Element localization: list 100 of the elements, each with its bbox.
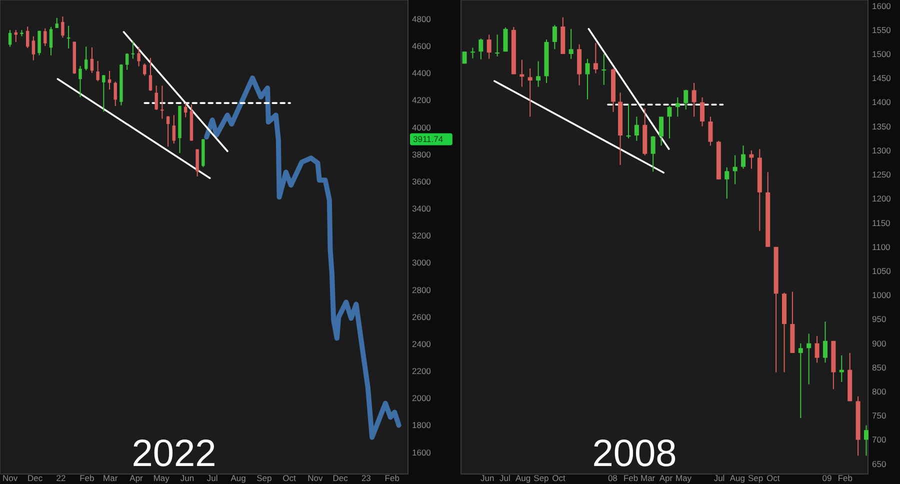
x-tick-label: Feb [384, 473, 400, 483]
candlestick [814, 336, 820, 364]
y-tick-label: 1400 [872, 97, 892, 108]
x-tick-label: May [676, 473, 692, 483]
y-tick-label: 800 [872, 386, 886, 397]
candlestick [166, 116, 170, 148]
candlestick [61, 16, 64, 38]
candlestick [684, 89, 688, 110]
candlestick [528, 68, 532, 118]
candlestick [26, 26, 30, 49]
x-tick-label: Aug [516, 473, 531, 483]
candlestick [196, 148, 199, 177]
y-tick-label: 650 [872, 458, 886, 469]
x-tick-label: Oct [282, 473, 297, 483]
candlestick [478, 38, 484, 60]
candlestick [700, 96, 705, 127]
candlestick [84, 46, 88, 71]
y-tick-label: 850 [872, 362, 886, 372]
y-tick-label: 1050 [872, 266, 892, 276]
candlestick [131, 40, 135, 60]
candlestick [8, 30, 12, 48]
candlestick [650, 135, 656, 172]
y-tick-label: 1350 [872, 121, 892, 132]
candlestick [593, 42, 598, 74]
candlestick [634, 116, 639, 142]
candlestick [659, 116, 664, 146]
text: 3911.74 [413, 134, 444, 144]
candlestick [552, 24, 557, 50]
x-tick-label: Sep [256, 473, 272, 483]
y-tick-label: 2800 [412, 284, 432, 295]
candlestick [864, 424, 868, 456]
candlestick [32, 36, 36, 61]
text: 2008 [592, 433, 677, 475]
x-tick-label: Nov [308, 473, 324, 483]
candlestick [78, 65, 82, 98]
x-tick-label: 23 [361, 473, 372, 483]
candlestick [667, 106, 672, 139]
y-tick-label: 1300 [872, 145, 892, 156]
x-tick-label: Feb [80, 473, 95, 483]
candlestick [708, 116, 713, 146]
candlestick [602, 54, 606, 86]
text: 2022 [132, 433, 216, 475]
x-tick-label: 22 [56, 473, 66, 483]
y-tick-label: 1450 [872, 73, 892, 84]
y-tick-label: 1600 [872, 0, 892, 11]
candlestick [49, 26, 53, 56]
y-tick-label: 3600 [412, 176, 432, 186]
candlestick [486, 34, 492, 60]
x-tick-label: Dec [332, 473, 349, 483]
y-tick-label: 2000 [412, 393, 432, 404]
candlestick [90, 46, 94, 74]
x-tick-label: Jul [206, 473, 218, 483]
y-tick-label: 4400 [412, 68, 432, 78]
x-tick-label: Feb [624, 473, 638, 483]
candlestick [732, 154, 738, 185]
candlestick [143, 63, 146, 76]
candlestick [503, 26, 508, 52]
x-tick-label: Oct [552, 473, 566, 483]
y-tick-label: 1250 [872, 170, 892, 180]
x-tick-label: 08 [608, 473, 618, 483]
x-tick-label: 09 [822, 473, 832, 483]
x-tick-label: Mar [103, 473, 118, 483]
y-tick-label: 2600 [412, 312, 432, 322]
y-tick-label: 900 [872, 338, 886, 348]
y-tick-label: 1100 [872, 242, 891, 252]
x-tick-label: May [153, 473, 170, 483]
y-tick-label: 4000 [412, 122, 432, 132]
x-tick-label: Nov [2, 473, 18, 483]
candlestick [114, 81, 117, 107]
candlestick [148, 57, 152, 92]
candlestick [822, 321, 828, 364]
x-tick-label: Aug [230, 473, 246, 483]
candlestick [675, 96, 680, 118]
candlestick [184, 102, 188, 118]
y-tick-label: 950 [872, 314, 886, 324]
candlestick [585, 58, 590, 100]
x-tick-label: Sep [534, 473, 550, 483]
x-tick-label: Jun [180, 473, 194, 483]
y-tick-label: 4200 [412, 95, 432, 106]
y-tick-label: 1500 [872, 48, 892, 59]
x-tick-label: Apr [130, 473, 144, 483]
candlestick [692, 82, 696, 118]
y-tick-label: 1200 [872, 194, 892, 204]
y-tick-label: 1600 [412, 447, 432, 458]
candlestick [806, 333, 812, 385]
candlestick [96, 60, 100, 82]
x-tick-label: Jun [480, 473, 494, 483]
candlestick [172, 114, 176, 144]
y-tick-label: 3400 [412, 204, 432, 214]
candlestick [536, 60, 541, 88]
candlestick [839, 354, 844, 382]
candlestick [160, 85, 164, 120]
candlestick [462, 51, 467, 64]
y-tick-label: 3000 [412, 258, 432, 268]
candlestick [495, 34, 500, 57]
y-tick-label: 1150 [872, 218, 891, 228]
y-tick-label: 700 [872, 434, 886, 445]
candlestick [102, 74, 106, 112]
candlestick [724, 166, 730, 200]
x-tick-label: Mar [640, 473, 656, 483]
